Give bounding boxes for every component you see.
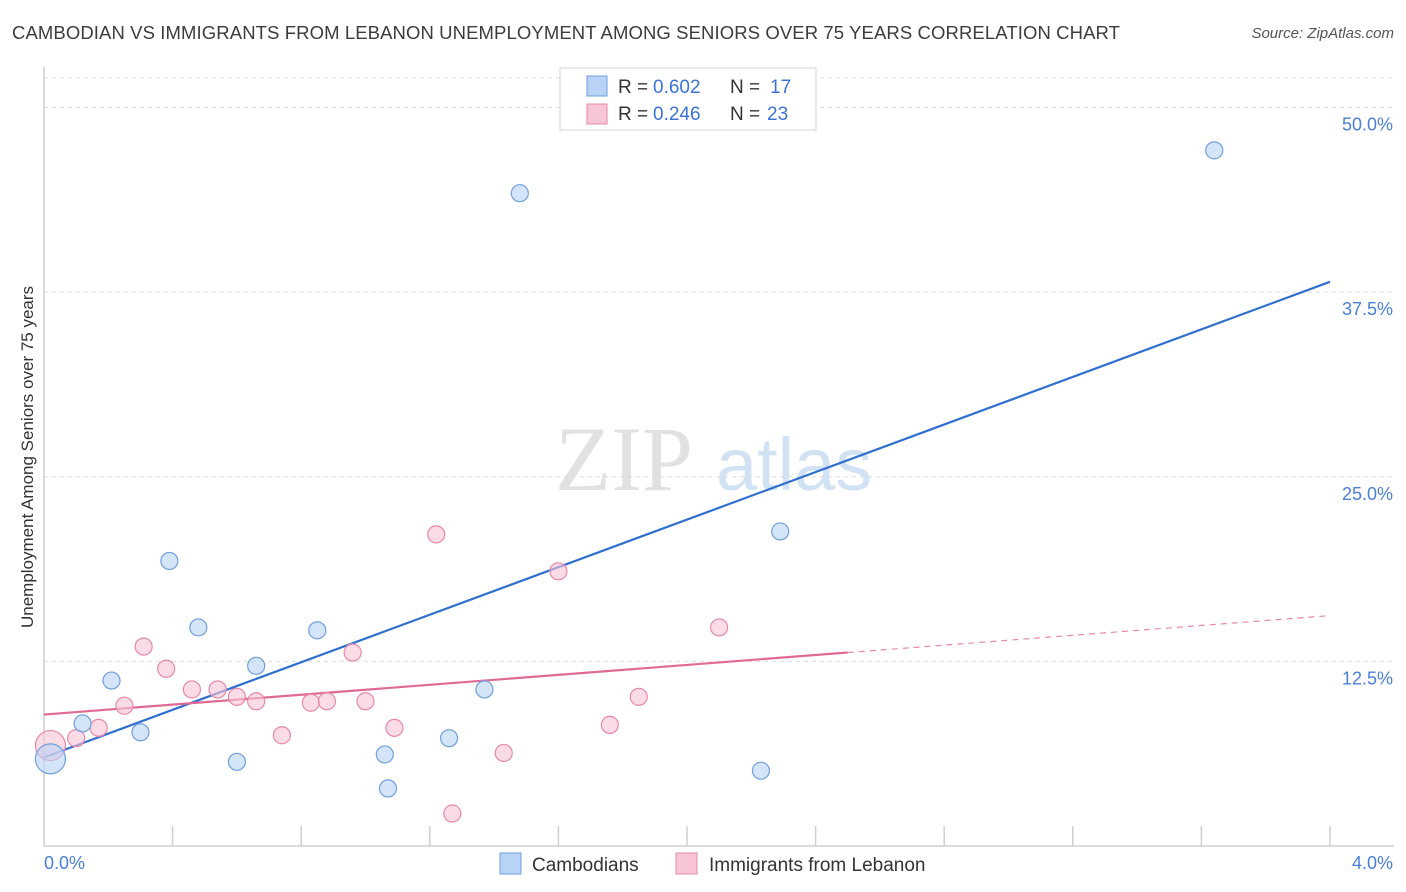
grid [44,77,1394,662]
cambodians-point-13 [510,184,529,203]
lebanon-point-5 [157,659,176,678]
y-tick-label-3: 50.0% [1342,115,1393,135]
bottom-legend-label-blue: Cambodians [532,855,639,876]
lebanon-point-22 [710,618,729,637]
trend-line-cambodians [43,280,1331,759]
legend-n-value-pink: 23 [767,104,788,125]
legend-n-label-blue: N = [730,77,760,98]
legend-r-value-pink: 0.246 [653,104,701,125]
x-tick-label-1: 4.0% [1352,853,1393,873]
series-legend: Cambodians Immigrants from Lebanon [499,852,926,876]
cambodians-point-10 [375,745,394,764]
x-tick-labels: 0.0% 4.0% [44,853,1393,873]
cambodians-point-2 [102,671,121,690]
lebanon-point-10 [272,726,292,745]
chart-title: CAMBODIAN VS IMMIGRANTS FROM LEBANON UNE… [12,22,1121,43]
stats-legend: R = 0.602 N = 17 R = 0.246 N = 23 [559,67,817,131]
series-lebanon-points [34,525,729,823]
trend-line-lebanon-extension [847,615,1331,654]
x-tick-label-0: 0.0% [44,853,85,873]
lebanon-point-7 [208,680,227,699]
chart-source: Source: ZipAtlas.com [1251,25,1394,42]
cambodians-point-3 [131,723,150,742]
bottom-legend-label-pink: Immigrants from Lebanon [709,855,926,876]
cambodians-point-7 [247,656,266,675]
cambodians-point-12 [475,680,494,699]
series-cambodians-points [34,141,1224,798]
cambodians-point-16 [1205,141,1224,160]
lebanon-point-14 [356,692,375,711]
watermark-atlas: atlas [716,423,872,506]
axes [43,67,1394,847]
cambodians-point-11 [439,729,459,748]
lebanon-point-8 [227,687,246,706]
lebanon-point-17 [443,804,462,823]
lebanon-point-2 [89,718,108,737]
legend-r-value-blue: 0.602 [653,77,701,98]
watermark: ZIP atlas [555,408,872,510]
lebanon-point-12 [317,692,337,711]
lebanon-point-6 [182,680,201,699]
lebanon-point-13 [343,643,362,662]
lebanon-point-3 [115,696,134,715]
bottom-legend-swatch-blue [499,852,522,875]
legend-r-label-blue: R = [618,77,648,98]
lebanon-point-19 [549,562,568,581]
lebanon-point-11 [301,693,320,712]
legend-n-value-blue: 17 [770,77,791,98]
lebanon-point-15 [385,718,404,737]
lebanon-point-18 [494,743,513,763]
cambodians-point-8 [308,621,327,640]
trend-line-lebanon [43,651,848,716]
lebanon-point-21 [629,687,648,706]
watermark-zip: ZIP [555,408,693,510]
y-tick-label-1: 25.0% [1342,484,1393,504]
cambodians-point-15 [771,522,790,541]
y-axis-label: Unemployment Among Seniors over 75 years [18,286,37,628]
cambodians-point-5 [189,618,208,637]
trend-lines [43,280,1331,759]
cambodians-point-0 [34,743,67,775]
lebanon-point-4 [134,637,153,656]
cambodians-point-4 [160,551,179,571]
cambodians-point-14 [751,761,771,780]
cambodians-point-6 [227,752,246,771]
legend-r-label-pink: R = [618,104,648,125]
legend-swatch-pink [586,103,608,125]
cambodians-point-1 [73,714,92,733]
lebanon-point-9 [247,692,266,711]
legend-n-label-pink: N = [730,104,760,125]
y-tick-label-2: 37.5% [1342,299,1393,319]
lebanon-point-20 [600,715,619,734]
legend-swatch-blue [586,75,608,97]
bottom-legend-swatch-pink [675,852,698,875]
cambodians-point-9 [378,779,398,798]
lebanon-point-16 [427,525,446,544]
y-tick-label-0: 12.5% [1342,668,1393,688]
y-tick-labels: 12.5% 25.0% 37.5% 50.0% [1342,115,1393,689]
